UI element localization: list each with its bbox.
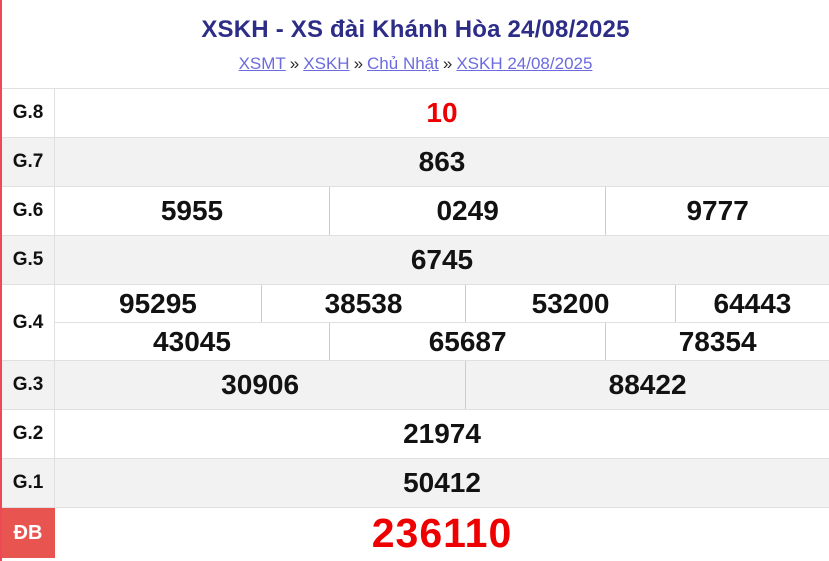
prize-label-g1: G.1	[2, 459, 55, 507]
lottery-results-table: G.8 10 G.7 863 G.6 5955 0249 9777 G.5 67…	[2, 88, 829, 558]
breadcrumb-link-weekday[interactable]: Chủ Nhật	[367, 54, 439, 73]
prize-label-g5: G.5	[2, 236, 55, 284]
prize-value: 95295	[119, 287, 197, 319]
prize-row-g7: G.7 863	[2, 138, 829, 187]
prize-label-g8: G.8	[2, 89, 55, 137]
prize-value: 0249	[328, 187, 605, 235]
prize-row-special: ĐB 236110	[2, 508, 829, 558]
prize-value: 30906	[221, 369, 300, 400]
prize-value: 863	[418, 146, 466, 177]
prize-row-g4: G.4 95295 38538 53200 64443 43045 65687 …	[2, 285, 829, 361]
breadcrumb-link-xsmt[interactable]: XSMT	[238, 54, 286, 73]
special-prize-value: 236110	[371, 509, 513, 556]
prize-value: 65687	[328, 323, 605, 360]
breadcrumb-link-date[interactable]: XSKH 24/08/2025	[456, 54, 593, 73]
breadcrumb-separator: »	[289, 54, 300, 73]
prize-value: 38538	[260, 285, 465, 322]
prize-value: 53200	[465, 285, 675, 322]
page-header: XSKH - XS đài Khánh Hòa 24/08/2025 XSMT»…	[2, 0, 829, 74]
prize-value: 9777	[605, 187, 829, 235]
breadcrumb-separator: »	[353, 54, 364, 73]
prize-label-special: ĐB	[2, 508, 55, 558]
prize-value: 88422	[465, 361, 829, 409]
prize-value: 10	[426, 97, 458, 128]
page-title: XSKH - XS đài Khánh Hòa 24/08/2025	[201, 16, 630, 43]
prize-value: 50412	[403, 467, 481, 498]
prize-row-g3: G.3 30906 88422	[2, 361, 829, 410]
prize-row-g5: G.5 6745	[2, 236, 829, 285]
prize-value: 78354	[605, 323, 829, 360]
prize-value: 6745	[410, 244, 474, 275]
prize-label-g6: G.6	[2, 187, 55, 235]
prize-value: 21974	[403, 418, 481, 449]
prize-row-g1: G.1 50412	[2, 459, 829, 508]
prize-label-g7: G.7	[2, 138, 55, 186]
prize-value: 64443	[674, 285, 829, 322]
prize-value: 5955	[160, 195, 224, 226]
breadcrumb: XSMT» XSKH» Chủ Nhật» XSKH 24/08/2025	[2, 54, 829, 74]
prize-row-g8: G.8 10	[2, 89, 829, 138]
prize-value: 43045	[153, 325, 231, 357]
prize-row-g6: G.6 5955 0249 9777	[2, 187, 829, 236]
prize-row-g2: G.2 21974	[2, 410, 829, 459]
prize-label-g4: G.4	[2, 285, 55, 360]
breadcrumb-link-xskh[interactable]: XSKH	[303, 54, 350, 73]
prize-label-g2: G.2	[2, 410, 55, 458]
prize-label-g3: G.3	[2, 361, 55, 409]
breadcrumb-separator: »	[442, 54, 453, 73]
